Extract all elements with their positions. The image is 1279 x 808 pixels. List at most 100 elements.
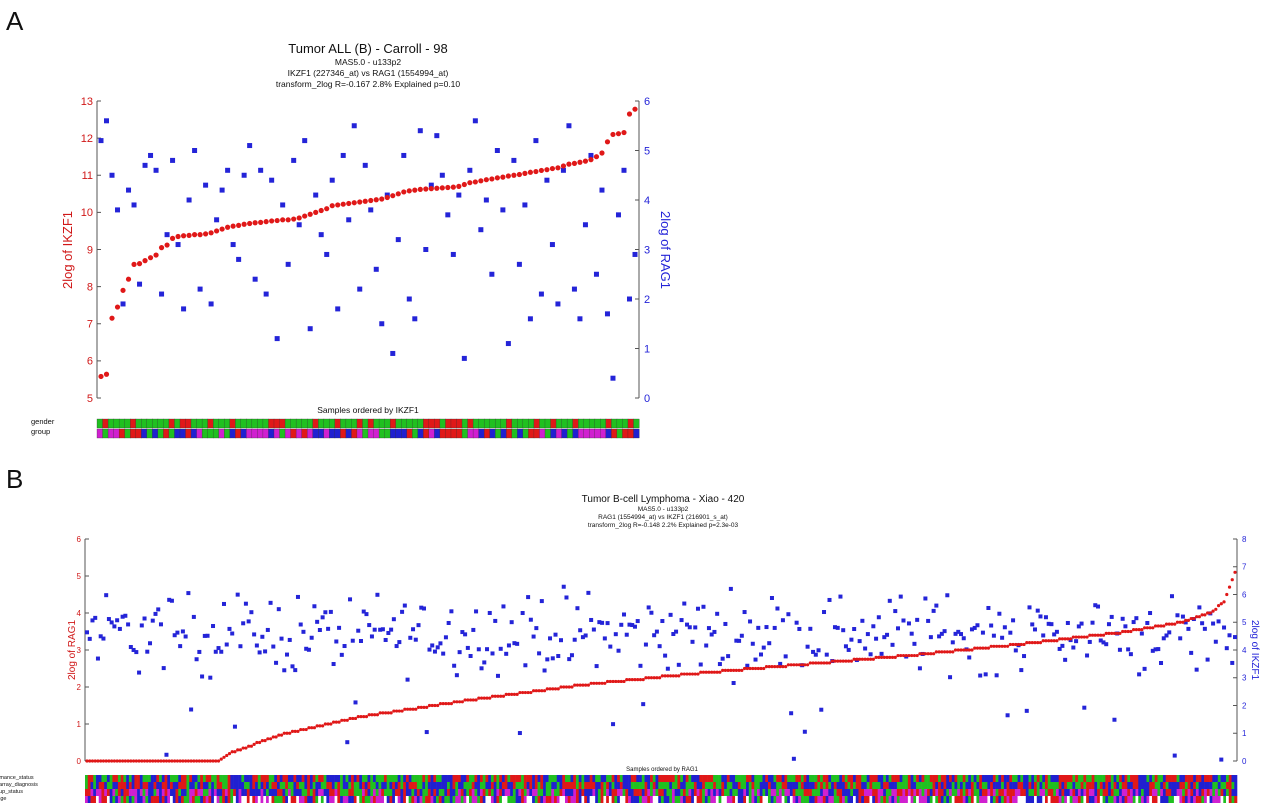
annotation-cell <box>471 789 475 796</box>
annotation-cell <box>891 782 895 789</box>
annotation-cell <box>949 775 953 782</box>
annotation-cell <box>466 775 470 782</box>
right-series-point <box>189 707 194 712</box>
right-series-point <box>564 595 569 600</box>
right-series-point <box>682 601 687 606</box>
annotation-cell <box>581 789 585 796</box>
annotation-cell <box>373 775 377 782</box>
right-series-point <box>808 626 813 631</box>
annotation-cell <box>704 789 708 796</box>
annotation-cell <box>246 418 253 429</box>
right-series-point <box>126 622 131 627</box>
annotation-cell <box>183 796 187 803</box>
left-series-point <box>472 179 478 185</box>
annotation-cell <box>1138 775 1142 782</box>
annotation-cell <box>1088 775 1092 782</box>
annotation-cell <box>1157 796 1161 803</box>
annotation-cell <box>1176 782 1180 789</box>
annotation-cell <box>1113 789 1117 796</box>
right-series-point <box>1189 650 1194 655</box>
annotation-cell <box>592 796 596 803</box>
left-series-point <box>1016 642 1021 647</box>
annotation-cell <box>362 782 366 789</box>
annotation-cell <box>1080 796 1084 803</box>
left-series-point <box>775 665 780 669</box>
annotation-cell <box>172 796 176 803</box>
right-series-point <box>230 631 235 636</box>
annotation-cell <box>778 782 782 789</box>
left-series-point <box>1096 633 1100 637</box>
annotation-cell <box>545 796 549 803</box>
annotation-cell <box>161 782 165 789</box>
left-series-point <box>173 759 177 763</box>
annotation-cell <box>907 789 911 796</box>
annotation-cell <box>175 796 179 803</box>
annotation-cell <box>224 428 231 439</box>
annotation-cell <box>304 782 308 789</box>
right-series-point <box>948 675 953 680</box>
left-series-point <box>474 698 478 702</box>
right-series-point <box>594 664 599 669</box>
annotation-cell <box>1001 789 1005 796</box>
left-series-point <box>1156 624 1160 628</box>
right-series-point <box>350 638 355 643</box>
annotation-cell <box>164 796 168 803</box>
annotation-cell <box>608 796 612 803</box>
left-series-point <box>560 163 567 169</box>
annotation-cell <box>416 775 420 782</box>
left-series-point <box>1019 642 1023 647</box>
left-series-point <box>331 720 336 724</box>
annotation-cell <box>301 789 305 796</box>
annotation-cell <box>586 775 590 782</box>
chart-b-ylabel-right: 2log of IKZF1 <box>1249 620 1260 680</box>
left-series-point <box>197 232 203 238</box>
right-series-point <box>761 645 766 650</box>
right-series-point <box>423 247 429 252</box>
right-tick-label: 4 <box>1242 646 1247 655</box>
annotation-cell <box>252 796 256 803</box>
annotation-cell <box>334 789 338 796</box>
annotation-cell <box>820 775 824 782</box>
right-series-point <box>560 167 566 173</box>
left-series-point <box>929 652 933 656</box>
right-series-point <box>263 649 268 654</box>
left-series-point <box>737 668 741 672</box>
left-series-point <box>1005 644 1010 648</box>
chart-a: Tumor ALL (B) - Carroll - 98 MAS5.0 - u1… <box>31 41 673 436</box>
annotation-cell <box>168 418 175 429</box>
annotation-cell <box>469 796 473 803</box>
annotation-cell <box>1034 789 1038 796</box>
annotation-cell <box>235 782 239 789</box>
left-series-point <box>685 672 689 676</box>
left-series-point <box>923 652 927 656</box>
annotation-cell <box>485 782 489 789</box>
left-series-point <box>485 696 489 700</box>
annotation-cell <box>200 789 204 796</box>
right-series-point <box>838 594 843 599</box>
annotation-cell <box>467 418 474 429</box>
annotation-cell <box>1119 789 1123 796</box>
annotation-cell <box>113 418 120 429</box>
annotation-cell <box>145 796 149 803</box>
right-series-point <box>643 642 648 647</box>
annotation-cell <box>172 782 176 789</box>
right-series-point <box>545 657 550 662</box>
right-series-point <box>876 615 881 620</box>
annotation-cell <box>364 782 368 789</box>
annotation-cell <box>189 796 193 803</box>
annotation-cell <box>751 796 755 803</box>
annotation-cell <box>178 796 182 803</box>
annotation-cell <box>1094 782 1098 789</box>
annotation-cell <box>1050 789 1054 796</box>
annotation-cell <box>622 782 626 789</box>
annotation-cell <box>479 796 484 803</box>
annotation-cell <box>90 775 94 782</box>
left-series-point <box>184 759 188 763</box>
annotation-cell <box>693 775 697 782</box>
left-series-point <box>186 232 192 238</box>
right-series-point <box>745 663 750 668</box>
annotation-cell <box>233 775 237 782</box>
right-series-point <box>613 632 618 637</box>
left-series-point <box>452 700 456 704</box>
right-series-point <box>221 601 226 606</box>
